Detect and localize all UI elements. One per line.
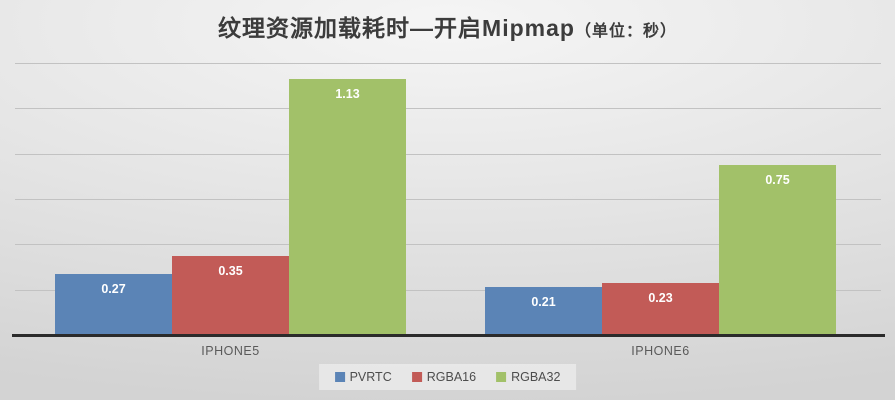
gridline-1.0 [15, 108, 881, 110]
bar-rgba32-iphone5: 1.13 [289, 79, 406, 335]
chart-title-main: 纹理资源加载耗时—开启Mipmap [218, 15, 575, 41]
legend-label: RGBA16 [426, 370, 477, 384]
bar-pvrtc-iphone6: 0.21 [485, 287, 602, 335]
gridline-0.6 [15, 199, 881, 200]
value-label-pvrtc-iphone6: 0.21 [531, 295, 556, 309]
legend: PVRTC RGBA16 RGBA32 [318, 364, 577, 390]
bar-rgba16-iphone5: 0.35 [172, 256, 289, 335]
value-label-rgba32-iphone6: 0.75 [765, 173, 790, 187]
chart-title: 纹理资源加载耗时—开启Mipmap（单位：秒） [0, 9, 895, 43]
plot-area: 0.27 0.35 1.13 0.21 0.23 0.75 [12, 63, 885, 337]
value-label-rgba16-iphone5: 0.35 [218, 264, 243, 278]
x-axis-line [12, 334, 885, 337]
legend-item-rgba16: RGBA16 [411, 370, 477, 384]
legend-swatch-icon [496, 372, 507, 382]
gridline-0.2 [15, 289, 881, 291]
value-label-pvrtc-iphone5: 0.27 [101, 282, 126, 296]
legend-swatch-icon [411, 372, 422, 382]
bar-rgba16-iphone6: 0.23 [602, 283, 719, 335]
bar-group-iphone5: 0.27 0.35 1.13 [55, 79, 406, 335]
chart-title-unit: （单位：秒） [574, 23, 677, 40]
gridline-0.8 [15, 153, 881, 155]
legend-swatch-icon [334, 372, 345, 382]
category-label-iphone5: IPHONE5 [201, 344, 260, 358]
bar-group-iphone6: 0.21 0.23 0.75 [485, 165, 836, 335]
category-label-iphone6: IPHONE6 [631, 344, 690, 358]
legend-item-rgba32: RGBA32 [496, 370, 560, 384]
legend-label: RGBA32 [511, 370, 561, 384]
legend-item-pvrtc: PVRTC [334, 370, 392, 384]
value-label-rgba16-iphone6: 0.23 [648, 291, 673, 305]
gridline-1.2 [15, 63, 881, 64]
legend-label: PVRTC [349, 370, 392, 384]
gridline-0.4 [15, 244, 881, 246]
bar-pvrtc-iphone5: 0.27 [55, 274, 172, 335]
value-label-rgba32-iphone5: 1.13 [335, 87, 360, 101]
bar-rgba32-iphone6: 0.75 [719, 165, 836, 335]
